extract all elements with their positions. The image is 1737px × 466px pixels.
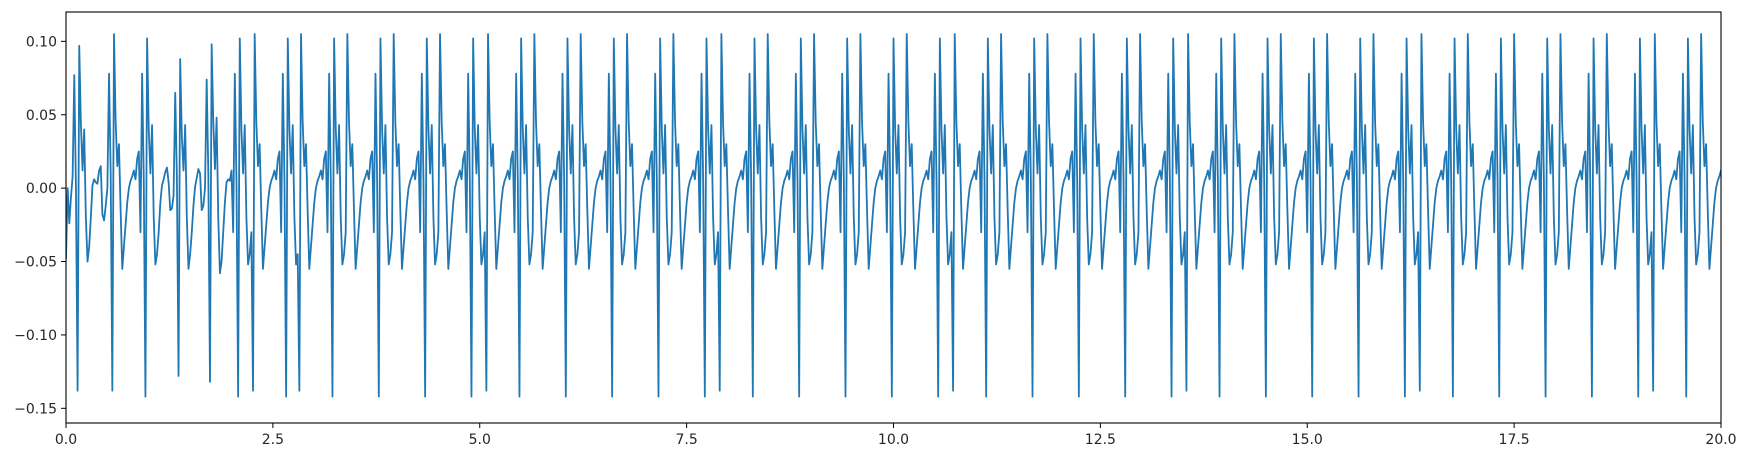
x-tick-label: 12.5 — [1085, 432, 1116, 448]
y-tick-label: −0.10 — [14, 328, 57, 344]
x-tick-label: 0.0 — [55, 432, 77, 448]
x-tick-label: 20.0 — [1705, 432, 1736, 448]
y-tick-label: 0.10 — [26, 34, 57, 50]
axes: 0.0 2.5 5.0 7.5 10.0 12.5 15.0 17.5 20.0 −0.15 −0.… — [14, 11, 1737, 448]
y-tick-label: 0.05 — [26, 108, 57, 124]
plot-area — [66, 33, 1721, 398]
x-tick-label: 17.5 — [1499, 432, 1530, 448]
x-tick-label: 7.5 — [675, 432, 697, 448]
y-tick-label: 0.00 — [26, 181, 57, 197]
x-tick-label: 2.5 — [262, 432, 284, 448]
x-tick-label: 5.0 — [469, 432, 491, 448]
x-tick-label: 15.0 — [1292, 432, 1323, 448]
x-tick-label: 10.0 — [878, 432, 909, 448]
y-tick-label: −0.05 — [14, 255, 57, 271]
y-tick-label: −0.15 — [14, 401, 57, 417]
series-line-0 — [66, 33, 1721, 398]
